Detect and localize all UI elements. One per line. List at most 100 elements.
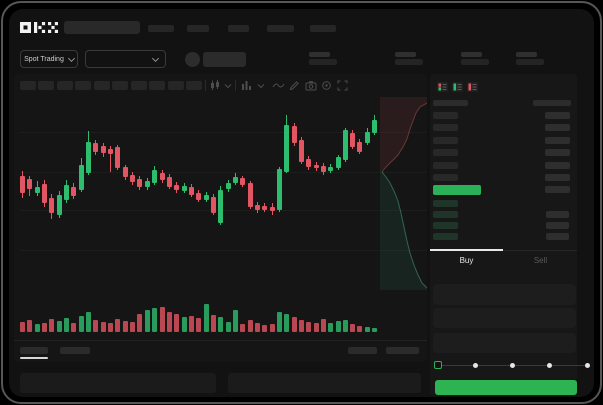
order-input-placeholder[interactable]	[433, 308, 576, 328]
style-chevron-down-icon[interactable]	[224, 82, 232, 90]
ask-price-placeholder[interactable]	[433, 112, 458, 119]
ask-size-placeholder[interactable]	[545, 174, 570, 181]
slider-handle[interactable]	[434, 361, 442, 369]
book-both-icon[interactable]	[437, 82, 448, 92]
ask-price-placeholder[interactable]	[433, 174, 458, 181]
volume-bar	[160, 307, 165, 332]
book-bids-icon[interactable]	[452, 82, 463, 92]
bid-price-placeholder[interactable]	[433, 211, 458, 218]
chart-tab-placeholder[interactable]	[348, 347, 377, 354]
candle-body	[270, 207, 275, 211]
stat-label-placeholder	[395, 52, 416, 57]
last-price-highlight[interactable]	[433, 185, 481, 195]
slider-stop-dot[interactable]	[547, 362, 553, 368]
candle-body	[336, 157, 341, 168]
volume-bar	[336, 321, 341, 332]
ask-size-placeholder[interactable]	[545, 112, 570, 119]
bid-price-placeholder[interactable]	[433, 233, 458, 240]
nav-item-placeholder[interactable]	[148, 25, 174, 32]
timeframe-button[interactable]	[112, 81, 128, 90]
order-input-placeholder[interactable]	[433, 333, 576, 353]
ask-price-placeholder[interactable]	[433, 149, 458, 156]
candle-body	[79, 165, 84, 190]
volume-bar	[314, 323, 319, 332]
bottom-panel-placeholder	[228, 373, 421, 393]
timeframe-button[interactable]	[186, 81, 202, 90]
search-input[interactable]	[64, 21, 140, 34]
candle-body	[306, 159, 311, 167]
book-asks-icon[interactable]	[467, 82, 478, 92]
timeframe-button[interactable]	[131, 81, 147, 90]
timeframe-button[interactable]	[168, 81, 184, 90]
bid-price-placeholder[interactable]	[433, 200, 458, 207]
candlestick-style-icon[interactable]	[210, 80, 221, 91]
volume-bar	[233, 310, 238, 332]
candle-body	[196, 193, 201, 200]
ask-price-placeholder[interactable]	[433, 162, 458, 169]
nav-item-placeholder[interactable]	[187, 25, 209, 32]
pair-dropdown[interactable]	[85, 50, 166, 68]
ask-size-placeholder[interactable]	[545, 137, 570, 144]
volume-bar	[226, 322, 231, 332]
candle-body	[86, 142, 91, 173]
candle-body	[137, 179, 142, 187]
candle-body	[101, 146, 106, 153]
ask-size-placeholder[interactable]	[545, 149, 570, 156]
candle-body	[372, 120, 377, 133]
line-tool-icon[interactable]	[272, 81, 285, 90]
market-type-dropdown[interactable]: Spot Trading	[20, 50, 78, 68]
timeframe-button[interactable]	[20, 81, 36, 90]
nav-item-placeholder[interactable]	[267, 25, 294, 32]
slider-stop-dot[interactable]	[584, 362, 590, 368]
order-input-placeholder[interactable]	[433, 284, 576, 305]
bid-size-placeholder[interactable]	[546, 233, 569, 240]
timeframe-button[interactable]	[38, 81, 54, 90]
volume-bar	[42, 323, 47, 332]
candle-body	[248, 183, 253, 207]
timeframe-button[interactable]	[75, 81, 91, 90]
tab-buy[interactable]: Buy	[459, 255, 474, 265]
chart-tab-placeholder[interactable]	[20, 347, 48, 354]
ask-size-placeholder[interactable]	[545, 124, 570, 131]
candle-body	[284, 125, 289, 172]
volume-bar	[299, 320, 304, 332]
stat-label-placeholder	[516, 52, 537, 57]
bid-size-placeholder[interactable]	[546, 222, 569, 229]
indicators-icon[interactable]	[241, 80, 252, 91]
tab-sell[interactable]: Sell	[533, 255, 548, 265]
slider-stop-dot[interactable]	[510, 362, 515, 368]
fullscreen-icon[interactable]	[337, 80, 348, 91]
candle-body	[204, 195, 209, 200]
candle-body	[93, 143, 98, 152]
indicators-chevron-down-icon[interactable]	[257, 82, 265, 90]
ask-size-placeholder[interactable]	[545, 162, 570, 169]
nav-item-placeholder[interactable]	[310, 25, 336, 32]
chart-tab-placeholder[interactable]	[60, 347, 90, 354]
bid-size-placeholder[interactable]	[546, 211, 569, 218]
volume-bar	[108, 323, 113, 332]
bid-price-placeholder[interactable]	[433, 222, 458, 229]
draw-tool-icon[interactable]	[289, 80, 300, 91]
timeframe-button[interactable]	[149, 81, 165, 90]
depth-bids-line	[381, 171, 427, 289]
volume-bar	[35, 324, 40, 332]
nav-item-placeholder[interactable]	[228, 25, 249, 32]
candle-body	[211, 197, 216, 213]
submit-order-button[interactable]	[435, 380, 577, 395]
candle-body	[49, 198, 54, 213]
candle-body	[130, 175, 135, 182]
ask-price-placeholder[interactable]	[433, 137, 458, 144]
ask-price-placeholder[interactable]	[433, 124, 458, 131]
settings-icon[interactable]	[321, 80, 332, 91]
volume-bar	[64, 318, 69, 332]
slider-stop-dot[interactable]	[472, 362, 478, 368]
chart-tab-placeholder[interactable]	[386, 347, 419, 354]
timeframe-button[interactable]	[57, 81, 73, 90]
trade-tabs-divider	[430, 250, 577, 251]
volume-bar	[328, 323, 333, 332]
camera-icon[interactable]	[305, 80, 317, 91]
volume-bar	[255, 323, 260, 332]
stat-value-placeholder	[309, 59, 337, 65]
timeframe-button[interactable]	[94, 81, 110, 90]
